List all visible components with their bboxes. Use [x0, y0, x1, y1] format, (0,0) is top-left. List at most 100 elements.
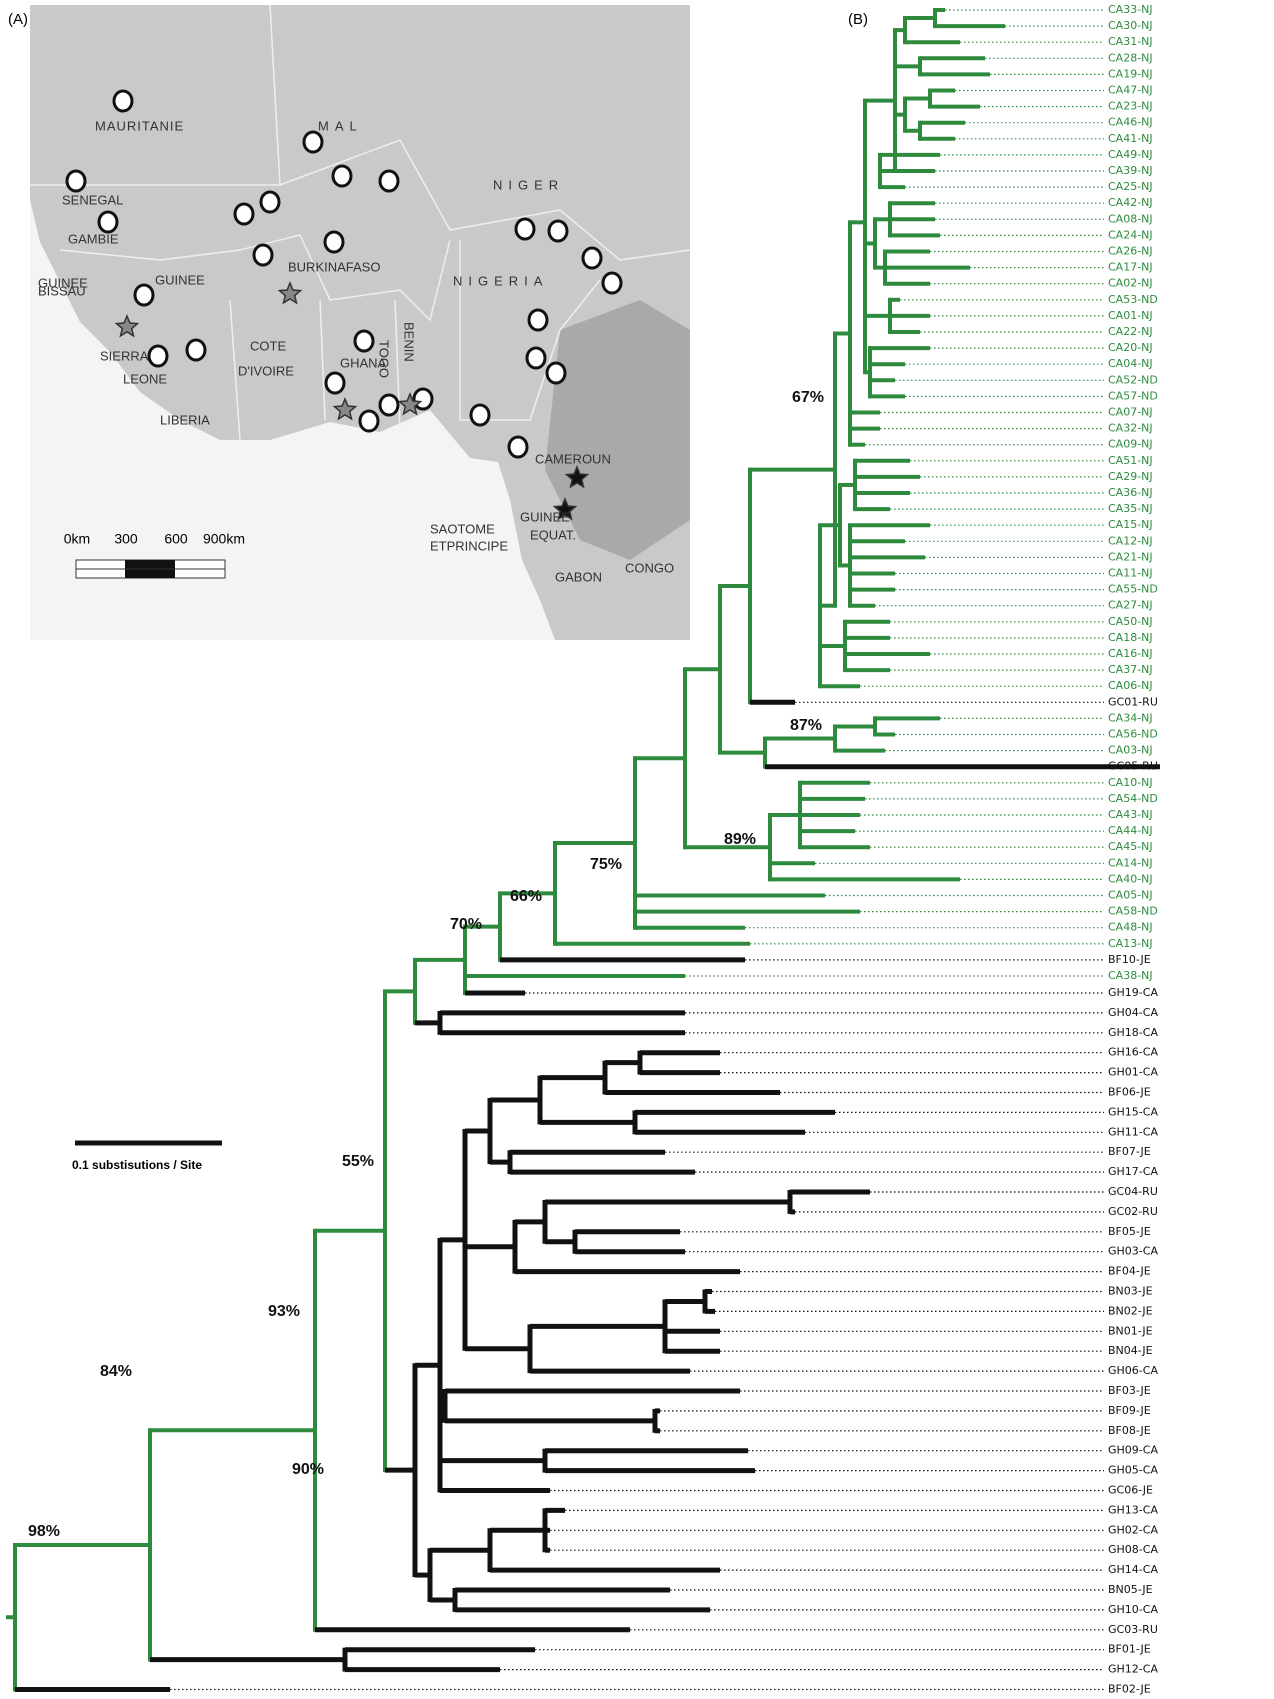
leaf-label: GH02-CA [1108, 1523, 1158, 1536]
leaf-label: CA12-NJ [1108, 534, 1153, 547]
map-scale-label: 900km [203, 531, 245, 547]
leaf-label: CA35-NJ [1108, 502, 1153, 515]
site-marker [325, 232, 343, 252]
leaf-label: CA26-NJ [1108, 245, 1153, 258]
site-marker [135, 285, 153, 305]
leaf-label: CA19-NJ [1108, 67, 1153, 80]
leaf-label: BF01-JE [1108, 1643, 1151, 1656]
leaf-label: CA06-NJ [1108, 679, 1153, 692]
map-label: ETPRINCIPE [430, 538, 508, 553]
leaf-label: GC01-RU [1108, 695, 1158, 708]
leaf-label: CA02-NJ [1108, 277, 1153, 290]
map-label: COTE [250, 338, 286, 353]
site-marker [509, 437, 527, 457]
page: (A) (B) 0.1 substisutions / Site MAURITA… [0, 0, 1274, 1699]
leaf-label: CA34-NJ [1108, 711, 1153, 724]
leaf-label: CA14-NJ [1108, 856, 1153, 869]
leaf-label: BF04-JE [1108, 1265, 1151, 1278]
support-value: 98% [28, 1523, 60, 1540]
leaf-label: BF10-JE [1108, 953, 1151, 966]
leaf-label: GH15-CA [1108, 1105, 1158, 1118]
site-marker [603, 273, 621, 293]
site-marker [380, 395, 398, 415]
leaf-label: GH03-CA [1108, 1245, 1158, 1258]
map-label: LEONE [123, 371, 167, 386]
leaf-label: CA27-NJ [1108, 599, 1153, 612]
site-marker [326, 373, 344, 393]
leaf-label: CA04-NJ [1108, 357, 1153, 370]
leaf-label: CA47-NJ [1108, 84, 1153, 97]
site-marker [235, 204, 253, 224]
leaf-label: GC04-RU [1108, 1185, 1158, 1198]
site-marker [67, 171, 85, 191]
leaf-label: CA18-NJ [1108, 631, 1153, 644]
leaf-label: CA01-NJ [1108, 309, 1153, 322]
support-value: 84% [100, 1363, 132, 1380]
site-marker [547, 363, 565, 383]
map-label: SENEGAL [62, 192, 123, 207]
leaf-label: CA46-NJ [1108, 116, 1153, 129]
leaf-label: CA38-NJ [1108, 969, 1153, 982]
figure: (A) (B) 0.1 substisutions / Site MAURITA… [0, 0, 1274, 1699]
leaf-label: CA10-NJ [1108, 776, 1153, 789]
leaf-label: CA31-NJ [1108, 35, 1153, 48]
leaf-label: GC03-RU [1108, 1623, 1158, 1636]
leaf-label: CA54-ND [1108, 792, 1158, 805]
leaf-label: CA08-NJ [1108, 212, 1153, 225]
leaf-label: CA32-NJ [1108, 422, 1153, 435]
site-marker [114, 91, 132, 111]
map-label: CONGO [625, 560, 674, 575]
leaf-label: CA45-NJ [1108, 840, 1153, 853]
leaf-label: BF03-JE [1108, 1384, 1151, 1397]
leaf-label: BN01-JE [1108, 1324, 1153, 1337]
support-value: 66% [510, 888, 542, 905]
leaf-label: GC05-RU [1108, 760, 1158, 773]
leaf-label: GH01-CA [1108, 1066, 1158, 1079]
site-marker [380, 171, 398, 191]
leaf-label: CA51-NJ [1108, 454, 1153, 467]
leaf-label: CA48-NJ [1108, 921, 1153, 934]
support-value: 67% [792, 389, 824, 406]
site-marker [529, 310, 547, 330]
leaf-label: CA05-NJ [1108, 889, 1153, 902]
map-label: SAOTOME [430, 521, 495, 536]
site-marker [261, 192, 279, 212]
site-marker [304, 132, 322, 152]
leaf-label: CA16-NJ [1108, 647, 1153, 660]
leaf-label: BF08-JE [1108, 1424, 1151, 1437]
panel-label: (A) [8, 11, 28, 28]
leaf-label: BF07-JE [1108, 1145, 1151, 1158]
leaf-label: GH06-CA [1108, 1364, 1158, 1377]
site-marker [99, 212, 117, 232]
site-marker [527, 348, 545, 368]
leaf-label: BF06-JE [1108, 1086, 1151, 1099]
leaf-label: BN02-JE [1108, 1304, 1153, 1317]
leaf-label: GC06-JE [1108, 1484, 1153, 1497]
map-label: MAL [318, 118, 363, 133]
leaf-label: GH04-CA [1108, 1006, 1158, 1019]
map-label: EQUAT. [530, 527, 576, 542]
map-label: BURKINAFASO [288, 259, 380, 274]
leaf-label: CA53-ND [1108, 293, 1158, 306]
leaf-label: CA41-NJ [1108, 132, 1153, 145]
leaf-label: CA24-NJ [1108, 228, 1153, 241]
leaf-label: CA43-NJ [1108, 808, 1153, 821]
leaf-label: CA03-NJ [1108, 744, 1153, 757]
support-value: 93% [268, 1303, 300, 1320]
leaf-label: CA52-ND [1108, 373, 1158, 386]
map-scale-label: 600 [164, 531, 188, 547]
leaf-label: CA50-NJ [1108, 615, 1153, 628]
leaf-label: GH13-CA [1108, 1503, 1158, 1516]
leaf-label: GC02-RU [1108, 1205, 1158, 1218]
leaf-label: GH18-CA [1108, 1026, 1158, 1039]
panel-label: (B) [848, 11, 868, 28]
leaf-label: GH08-CA [1108, 1543, 1158, 1556]
leaf-label: GH17-CA [1108, 1165, 1158, 1178]
map-label: SIERRA [100, 348, 149, 363]
leaf-label: CA40-NJ [1108, 872, 1153, 885]
site-marker [549, 221, 567, 241]
site-marker [516, 219, 534, 239]
leaf-label: CA21-NJ [1108, 550, 1153, 563]
map-scale-label: 0km [64, 531, 90, 547]
leaf-label: CA25-NJ [1108, 180, 1153, 193]
